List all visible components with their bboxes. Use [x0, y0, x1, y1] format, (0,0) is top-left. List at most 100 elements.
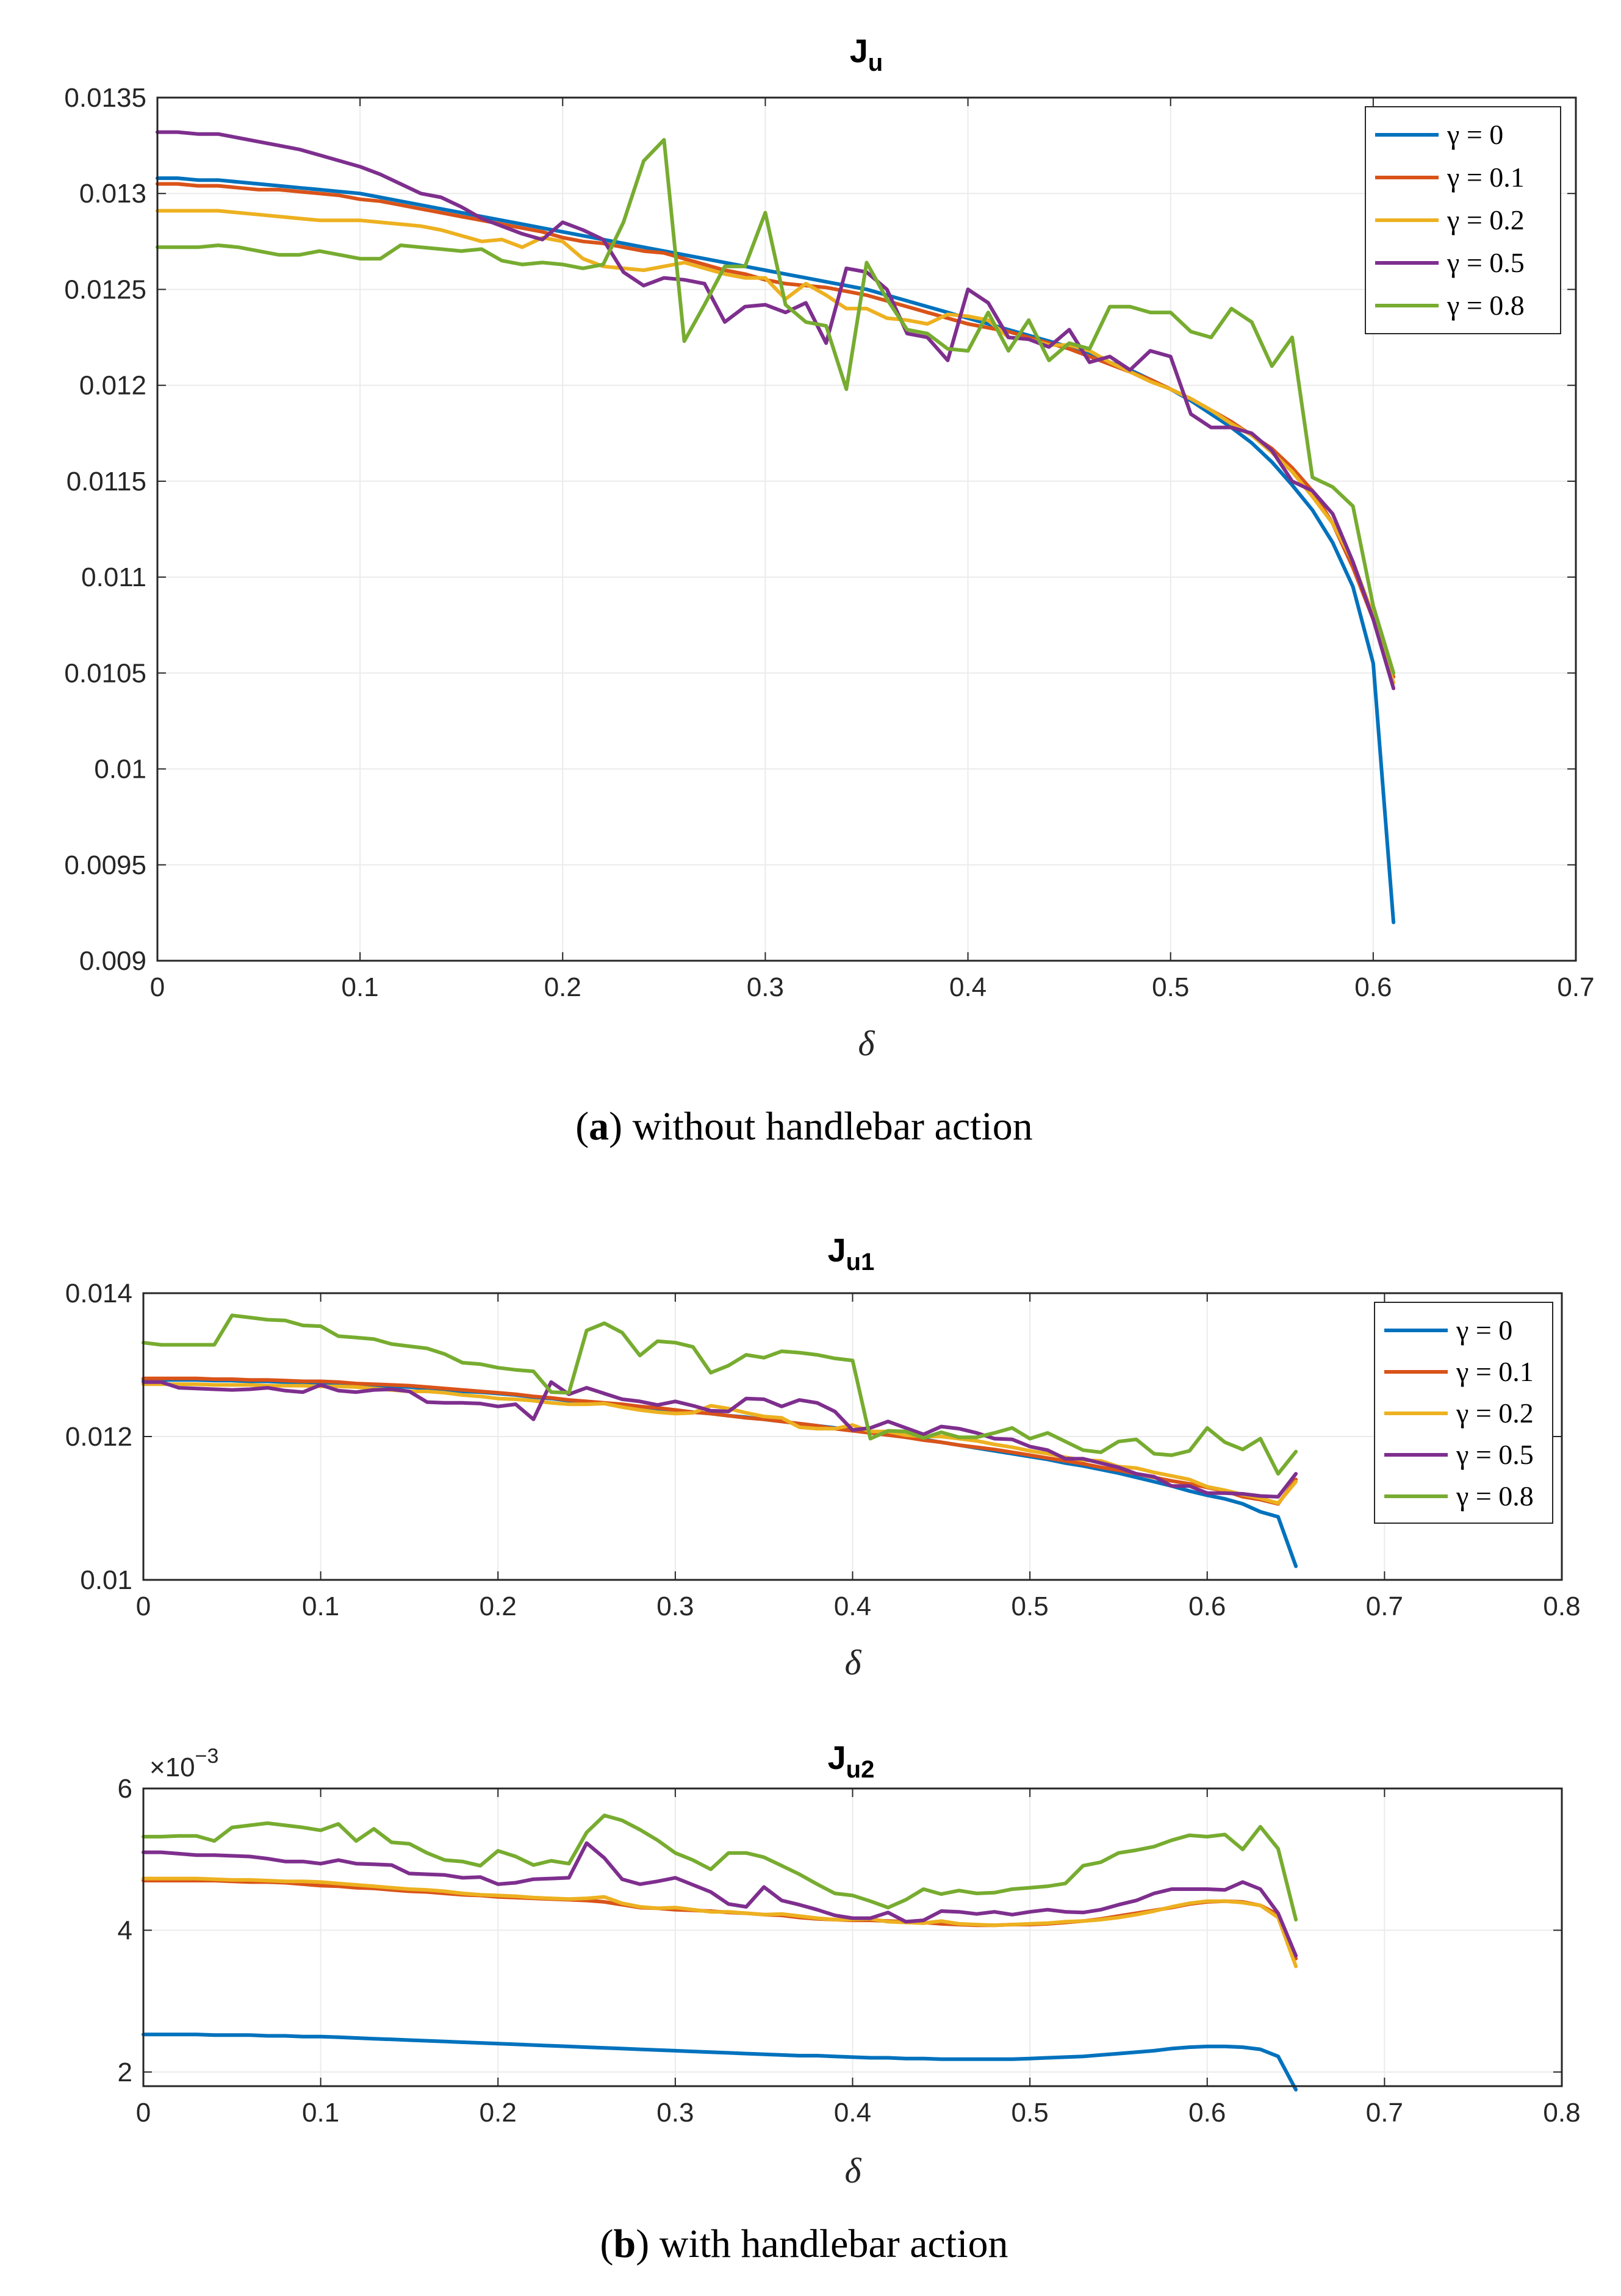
ju1-series-line-1 [142, 1376, 1298, 1506]
ju2-xtick-label: 0.6 [1188, 2098, 1226, 2128]
ju-series-line-2 [156, 209, 1396, 685]
ju-xtick-label: 0.5 [1152, 972, 1189, 1002]
ju-legend-label: γ = 0.8 [1447, 290, 1525, 321]
ju2-x-ticks: 0 0.1 0.2 0.3 0.4 0.5 0.6 0.7 0.8 [136, 1788, 1581, 2128]
ju1-xtick-label: 0.3 [656, 1591, 694, 1621]
ju1-xtick-label: 0.1 [302, 1591, 339, 1621]
ju1-title-subscript: u1 [846, 1249, 875, 1275]
ju-ytick-label: 0.013 [79, 179, 146, 209]
caption-b: (b) with handlebar action [600, 2222, 1008, 2266]
ju2-series-group [142, 1813, 1298, 2092]
ju2-xtick-label: 0.3 [656, 2098, 694, 2128]
ju-xtick-label: 0.3 [747, 972, 784, 1002]
ju1-series-line-4 [142, 1313, 1298, 1476]
ju-xtick-label: 0.7 [1557, 972, 1594, 1002]
ju1-series-line-3 [142, 1380, 1298, 1499]
ju-legend-label: γ = 0.5 [1447, 247, 1525, 278]
ju1-xtick-label: 0.2 [480, 1591, 517, 1621]
caption-a-label: a [589, 1104, 609, 1149]
ju-xtick-label: 0.1 [342, 972, 379, 1002]
ju-legend-label: γ = 0 [1447, 119, 1503, 150]
ju2-xtick-label: 0.5 [1012, 2098, 1049, 2128]
ju-ytick-label: 0.0135 [64, 83, 146, 113]
ju1-series-group [142, 1313, 1298, 1568]
ju-plot-area [157, 98, 1576, 961]
ju-title-main: J [850, 33, 868, 70]
ju-series-line-4 [156, 138, 1396, 675]
ju1-xtick-label: 0 [136, 1591, 151, 1621]
ju-xtick-label: 0.6 [1354, 972, 1392, 1002]
ju-title: Ju [850, 33, 883, 76]
ju-series-group [156, 130, 1396, 925]
ju1-legend-label: γ = 0.2 [1456, 1397, 1534, 1429]
ju2-title: Ju2 [828, 1740, 875, 1783]
ju-ytick-label: 0.011 [81, 562, 146, 592]
ju1-legend-label: γ = 0 [1456, 1315, 1512, 1346]
ju-ytick-label: 0.009 [79, 946, 146, 976]
ju2-xtick-label: 0 [136, 2098, 151, 2128]
ju1-xtick-label: 0.5 [1012, 1591, 1049, 1621]
ju-title-subscript: u [868, 49, 883, 76]
ju1-x-axis-label: δ [845, 1643, 862, 1682]
ju2-series-line-0 [142, 2032, 1298, 2092]
ju2-xtick-label: 0.2 [480, 2098, 517, 2128]
ju-xtick-label: 0 [150, 972, 165, 1002]
ju2-xtick-label: 0.1 [302, 2098, 339, 2128]
ju1-xtick-label: 0.6 [1188, 1591, 1226, 1621]
ju-series-line-3 [156, 130, 1396, 691]
ju2-x-axis-label: δ [845, 2151, 862, 2190]
ju-y-ticks: 0.009 0.0095 0.01 0.0105 0.011 0.0115 0.012 0.0… [64, 83, 1576, 976]
ju2-grid [143, 1788, 1562, 2086]
ju2-title-main: J [828, 1740, 846, 1776]
ju-xtick-label: 0.4 [949, 972, 987, 1002]
ju-legend-label: γ = 0.1 [1447, 162, 1525, 193]
caption-b-text: with handlebar action [649, 2222, 1008, 2266]
ju1-x-ticks: 0 0.1 0.2 0.3 0.4 0.5 0.6 0.7 0.8 [136, 1293, 1581, 1621]
ju2-series-line-3 [142, 1841, 1298, 1958]
ju1-legend: γ = 0 γ = 0.1 γ = 0.2 γ = 0.5 γ = 0.8 [1374, 1302, 1553, 1524]
ju2-series-line-2 [142, 1876, 1298, 1968]
ju2-ytick-label: 2 [118, 2057, 132, 2087]
ju-ytick-label: 0.0105 [64, 658, 146, 688]
ju-ytick-label: 0.0095 [64, 850, 146, 880]
ju-legend-label: γ = 0.2 [1447, 204, 1525, 235]
chart-ju: 0 0.1 0.2 0.3 0.4 0.5 0.6 0.7 0.0090.00950.010.… [64, 33, 1594, 1063]
ju1-legend-label: γ = 0.8 [1456, 1480, 1534, 1512]
ju1-ytick-label: 0.012 [65, 1422, 132, 1452]
ju-x-ticks: 0 0.1 0.2 0.3 0.4 0.5 0.6 0.7 [150, 98, 1595, 1002]
ju-ytick-label: 0.01 [94, 755, 146, 784]
caption-b-label: b [613, 2222, 636, 2266]
chart-ju2: 0 0.1 0.2 0.3 0.4 0.5 0.6 0.7 0.8 246 ×10−3 Ju2 … [118, 1740, 1581, 2190]
ju2-ytick-label: 4 [118, 1915, 132, 1945]
ju-ytick-label: 0.0115 [66, 467, 146, 497]
ju2-xtick-label: 0.8 [1543, 2098, 1580, 2128]
ju-axes-box [156, 96, 1577, 962]
ju1-title: Ju1 [828, 1232, 875, 1275]
ju2-ytick-label: 6 [118, 1774, 132, 1804]
ju-x-axis-label: δ [858, 1024, 875, 1063]
ju1-xtick-label: 0.7 [1366, 1591, 1403, 1621]
ju2-exponent-base: ×10 [149, 1752, 195, 1782]
ju1-y-ticks: 0.01 0.012 0.014 [65, 1279, 1562, 1595]
ju2-y-ticks: 2 4 6 [118, 1774, 1562, 2087]
ju1-xtick-label: 0.8 [1543, 1591, 1580, 1621]
ju2-xtick-label: 0.4 [834, 2098, 871, 2128]
ju1-xtick-label: 0.4 [834, 1591, 871, 1621]
ju2-xtick-label: 0.7 [1366, 2098, 1403, 2128]
ju-ytick-label: 0.0125 [64, 274, 146, 304]
ju1-ytick-label: 0.014 [65, 1279, 132, 1308]
ju-xtick-label: 0.2 [544, 972, 581, 1002]
ju1-legend-label: γ = 0.5 [1456, 1439, 1534, 1470]
chart-ju1: 0 0.1 0.2 0.3 0.4 0.5 0.6 0.7 0.8 0.01 0.012 0.014… [65, 1232, 1581, 1682]
ju-ytick-label: 0.012 [79, 371, 146, 401]
ju1-series-line-2 [142, 1382, 1298, 1505]
ju2-series-line-4 [142, 1813, 1298, 1921]
ju2-exponent-power: −3 [195, 1745, 219, 1768]
caption-a-text: without handlebar action [622, 1104, 1033, 1149]
ju-legend: γ = 0 γ = 0.1 γ = 0.2 γ = 0.5 γ = 0.8 [1365, 106, 1561, 334]
ju1-legend-label: γ = 0.1 [1456, 1356, 1534, 1387]
ju1-ytick-label: 0.01 [80, 1565, 132, 1595]
ju2-title-subscript: u2 [846, 1756, 875, 1783]
ju2-exponent-label: ×10−3 [149, 1745, 218, 1782]
